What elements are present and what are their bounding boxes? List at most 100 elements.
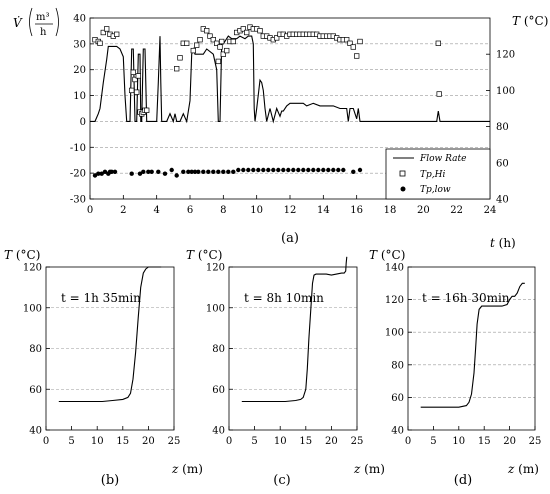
tp-hi-marker [224,47,230,54]
panel-c-temperature-profile: 40 60 80 100 120 0 5 10 15 20 25 T (°C) t = 8h 10m… [186,248,385,488]
y-tick-label: 80 [29,344,42,355]
tp-hi-marker [257,28,263,34]
x-tick-label: 12 [284,205,297,216]
x-tick-label: 15 [299,436,312,447]
x-tick-label: 20 [325,436,338,447]
y-tick-label: 40 [391,426,404,437]
panel-a-right-axis-label: T (°C) [512,14,548,28]
panel-c-x-axis-label: z (m) [353,462,385,476]
x-tick-label: 5 [430,436,436,447]
right-tick-label: 60 [496,158,509,169]
tp-low-marker [316,167,321,173]
right-tick-label: 100 [496,86,515,97]
legend-tp-low-swatch [400,186,406,192]
tp-low-marker [109,169,114,174]
tp-low-marker [331,167,336,173]
panel-a-gridlines [90,43,490,174]
x-tick-label: 0 [87,205,93,216]
y-tick-label: 120 [206,263,225,274]
x-tick-label: 10 [250,205,263,216]
tp-hi-marker [217,44,223,50]
y-tick-label: 40 [29,426,42,437]
panel-a-caption: (a) [281,231,299,246]
y-tick-label: 60 [212,385,225,396]
left-axis-unit-denominator: h [40,27,47,38]
tp-low-marker [174,173,179,178]
right-tick-label: 120 [496,50,515,61]
tp-hi-marker [219,38,225,45]
tp-low-marker [246,167,251,173]
tp-low-marker [141,169,146,174]
tp-low-marker [137,171,143,176]
tp-low-marker [206,169,211,174]
tp-low-marker [336,167,341,173]
legend-tp-hi-label: Tp,Hi [420,170,445,180]
tp-hi-marker [104,26,110,32]
tp-low-marker [306,167,311,173]
left-axis-unit-numerator: m³ [36,12,50,23]
y-tick-label: 120 [23,263,42,274]
tp-low-marker [226,169,231,174]
x-tick-label: 20 [417,205,430,216]
tp-low-marker [301,167,306,173]
tp-hi-marker [240,26,246,32]
tp-hi-marker [344,37,350,43]
tp-low-marker [129,171,134,176]
left-tick-label: -10 [70,143,86,154]
x-tick-label: 4 [153,205,159,216]
legend-tp-hi-swatch [399,170,406,177]
tp-low-marker [236,167,241,173]
tp-low-marker [357,167,363,173]
x-tick-label: 20 [503,436,516,447]
tp-low-marker [192,169,198,174]
tp-hi-marker [210,37,216,43]
tp-low-marker [169,167,174,173]
tp-low-marker [162,171,168,176]
y-tick-label: 80 [212,344,225,355]
tp-hi-marker [174,66,180,72]
tp-low-marker [102,169,108,174]
panel-c-time-annotation: t = 8h 10min [244,291,324,305]
legend-tp-low-label: Tp,low [420,185,451,195]
tp-low-marker [231,169,236,174]
panel-d-y-axis-label: T (°C) [369,248,405,262]
x-tick-label: 25 [168,436,181,447]
y-tick-label: 100 [206,303,225,314]
x-tick-label: 0 [43,436,49,447]
tp-low-markers [92,167,363,178]
y-tick-label: 100 [23,303,42,314]
left-tick-label: 20 [73,65,86,76]
panel-b-gridlines [46,307,174,390]
left-tick-label: 30 [73,39,86,50]
tp-low-marker [156,169,161,174]
panel-b-time-annotation: t = 1h 35min [61,291,141,305]
tp-low-marker [291,167,296,173]
x-tick-label: 16 [350,205,363,216]
tp-low-marker [196,169,201,174]
x-tick-label: 10 [91,436,104,447]
left-tick-label: 10 [73,91,86,102]
panel-d-x-axis-label: z (m) [507,462,539,476]
panel-d-gridlines [408,299,535,398]
y-tick-label: 120 [385,295,404,306]
x-tick-label: 10 [274,436,287,447]
panel-b-x-axis-label: z (m) [171,462,203,476]
tp-hi-marker [135,73,141,79]
tp-low-marker [99,171,104,176]
tp-hi-marker [274,35,280,41]
panel-b-temperature-line [58,266,162,403]
tp-hi-marker [184,40,190,46]
panel-b-caption: (b) [101,473,119,488]
y-tick-label: 60 [391,393,404,404]
panel-a-legend: Flow Rate Tp,Hi Tp,low [385,148,491,200]
legend-flow-label: Flow Rate [419,154,466,164]
tp-hi-marker [129,87,135,94]
x-tick-label: 6 [187,205,193,216]
tp-low-marker [201,169,206,174]
left-paren [29,7,33,37]
x-tick-label: 10 [452,436,465,447]
y-tick-label: 60 [29,385,42,396]
tp-hi-marker [220,51,226,57]
panel-a-x-axis-label: t (h) [490,236,516,250]
panel-d-plot-frame [407,266,536,431]
